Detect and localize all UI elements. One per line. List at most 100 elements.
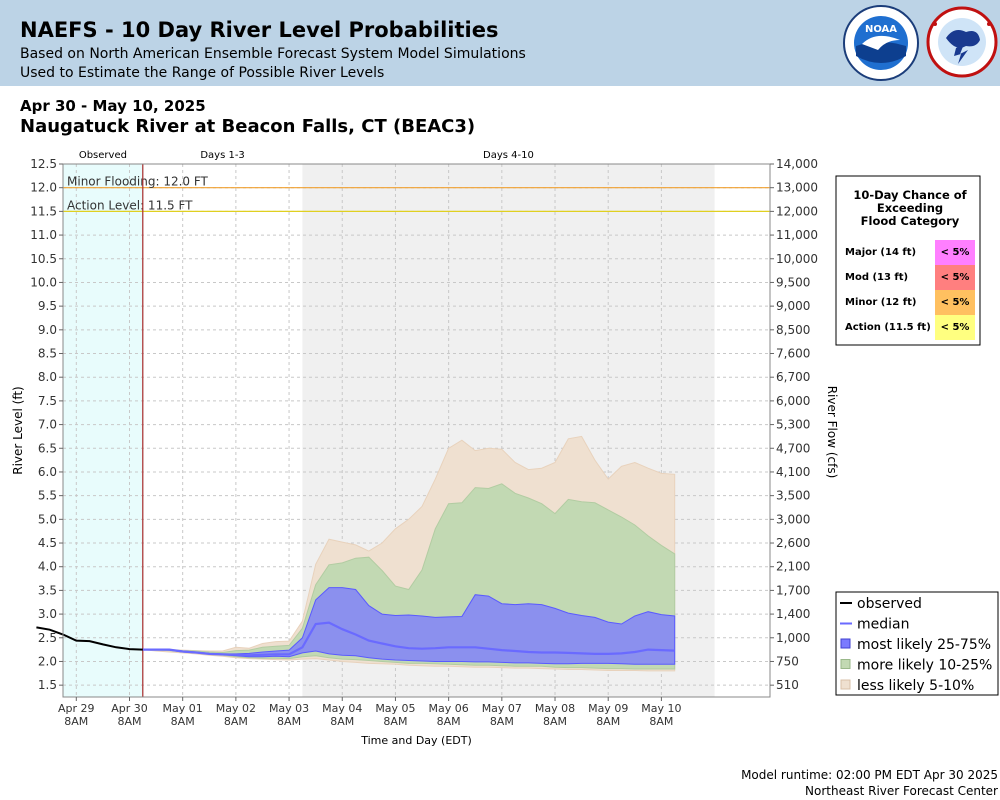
y-tick-label: 6.5 <box>38 441 57 455</box>
x-tick-label: May 06 <box>429 702 469 715</box>
page-header: NAEFS - 10 Day River Level Probabilities… <box>0 0 1000 86</box>
plot-frame <box>62 163 771 698</box>
page-subtitle-2: Used to Estimate the Range of Possible R… <box>20 65 385 81</box>
right-tick-label: 1,700 <box>776 583 810 597</box>
page-title: NAEFS - 10 Day River Level Probabilities <box>20 18 499 42</box>
y-tick-label: 5.0 <box>38 512 57 526</box>
x-tick-label-time: 8AM <box>64 715 88 728</box>
y-tick-label: 12.0 <box>30 181 57 195</box>
right-tick-label: 6,000 <box>776 394 810 408</box>
x-tick-label-time: 8AM <box>490 715 514 728</box>
flood-category-label: Action (11.5 ft) <box>845 322 931 333</box>
y-tick-label: 2.0 <box>38 654 57 668</box>
band-most-likely-25-75 <box>142 587 676 665</box>
x-tick-label-time: 8AM <box>649 715 673 728</box>
right-tick-label: 5,300 <box>776 418 810 432</box>
right-tick-label: 1,400 <box>776 607 810 621</box>
legend-label-median: median <box>857 617 909 633</box>
flood-chance-cell <box>935 265 975 290</box>
x-tick-label-time: 8AM <box>437 715 461 728</box>
noaa-logo: NOAA <box>843 5 919 81</box>
y-tick-label: 8.5 <box>38 347 57 361</box>
legend-label-less: less likely 5-10% <box>857 678 974 694</box>
observed-line <box>36 626 143 651</box>
x-tick-label-time: 8AM <box>171 715 195 728</box>
x-tick-label: May 10 <box>641 702 681 715</box>
region-label: Days 1-3 <box>200 150 244 161</box>
x-tick-label-time: 8AM <box>224 715 248 728</box>
region-label: Observed <box>79 150 127 161</box>
y-tick-label: 3.0 <box>38 607 57 621</box>
flood-chance-value: < 5% <box>941 297 970 308</box>
date-range: Apr 30 - May 10, 2025 <box>20 97 206 115</box>
x-tick-label: May 03 <box>269 702 309 715</box>
flood-category-label: Mod (13 ft) <box>845 272 908 283</box>
x-tick-label: Apr 29 <box>58 702 95 715</box>
x-tick-label-time: 8AM <box>330 715 354 728</box>
right-tick-label: 7,600 <box>776 347 810 361</box>
flood-chance-value: < 5% <box>941 272 970 283</box>
flood-chance-title: Flood Category <box>861 214 960 228</box>
x-axis-label: Time and Day (EDT) <box>360 734 472 747</box>
x-tick-label: May 04 <box>322 702 362 715</box>
flood-category-label: Minor (12 ft) <box>845 297 916 308</box>
right-tick-label: 14,000 <box>776 157 818 171</box>
region-0-background <box>63 164 143 697</box>
flood-chance-title: Exceeding <box>877 201 943 215</box>
x-tick-label-time: 8AM <box>596 715 620 728</box>
x-tick-label: Apr 30 <box>111 702 148 715</box>
x-tick-label: May 05 <box>375 702 415 715</box>
model-runtime: Model runtime: 02:00 PM EDT Apr 30 2025 <box>741 768 998 782</box>
forecast-center: Northeast River Forecast Center <box>805 784 998 798</box>
right-tick-label: 12,000 <box>776 204 818 218</box>
right-tick-label: 1,000 <box>776 631 810 645</box>
legend-swatch-more <box>840 659 851 669</box>
right-tick-label: 4,100 <box>776 465 810 479</box>
median-line <box>142 621 675 657</box>
region-1-background <box>142 164 303 697</box>
right-tick-label: 8,500 <box>776 323 810 337</box>
y-tick-label: 11.0 <box>30 228 57 242</box>
right-tick-label: 3,000 <box>776 512 810 526</box>
flood-chance-cell <box>935 315 975 340</box>
page-subtitle-1: Based on North American Ensemble Forecas… <box>20 46 526 62</box>
right-tick-label: 13,000 <box>776 181 818 195</box>
x-tick-label-time: 8AM <box>117 715 141 728</box>
y-tick-label: 12.5 <box>30 157 57 171</box>
right-tick-label: 2,100 <box>776 560 810 574</box>
y-tick-label: 7.0 <box>38 418 57 432</box>
right-tick-label: 4,700 <box>776 441 810 455</box>
legend-label-observed: observed <box>857 596 922 612</box>
flood-chance-title: 10-Day Chance of <box>853 188 967 202</box>
right-tick-label: 9,000 <box>776 299 810 313</box>
y-tick-label: 10.0 <box>30 275 57 289</box>
right-tick-label: 9,500 <box>776 275 810 289</box>
region-label: Days 4-10 <box>483 150 534 161</box>
flood-chance-cell <box>935 240 975 265</box>
legend-box <box>835 591 999 696</box>
nws-logo <box>926 6 998 78</box>
y-tick-label: 2.5 <box>38 631 57 645</box>
x-tick-label-time: 8AM <box>383 715 407 728</box>
flood-chance-cell <box>935 290 975 315</box>
right-tick-label: 3,500 <box>776 489 810 503</box>
x-tick-label: May 08 <box>535 702 575 715</box>
y-tick-label: 9.0 <box>38 323 57 337</box>
right-tick-label: 10,000 <box>776 252 818 266</box>
right-tick-label: 2,600 <box>776 536 810 550</box>
x-tick-label-time: 8AM <box>277 715 301 728</box>
y-tick-label: 8.0 <box>38 370 57 384</box>
flood-level-label: Minor Flooding: 12.0 FT <box>67 175 209 189</box>
noaa-logo-text: NOAA <box>865 24 897 35</box>
right-tick-label: 510 <box>776 678 799 692</box>
y-tick-label: 6.0 <box>38 465 57 479</box>
x-tick-label: May 02 <box>216 702 256 715</box>
right-tick-label: 11,000 <box>776 228 818 242</box>
legend-swatch-iqr <box>840 638 851 649</box>
y-tick-label: 5.5 <box>38 489 57 503</box>
legend-label-more: more likely 10-25% <box>857 658 992 674</box>
flood-chance-value: < 5% <box>941 322 970 333</box>
legend-label-iqr: most likely 25-75% <box>857 637 991 653</box>
y-tick-label: 4.0 <box>38 560 57 574</box>
right-tick-label: 6,700 <box>776 370 810 384</box>
